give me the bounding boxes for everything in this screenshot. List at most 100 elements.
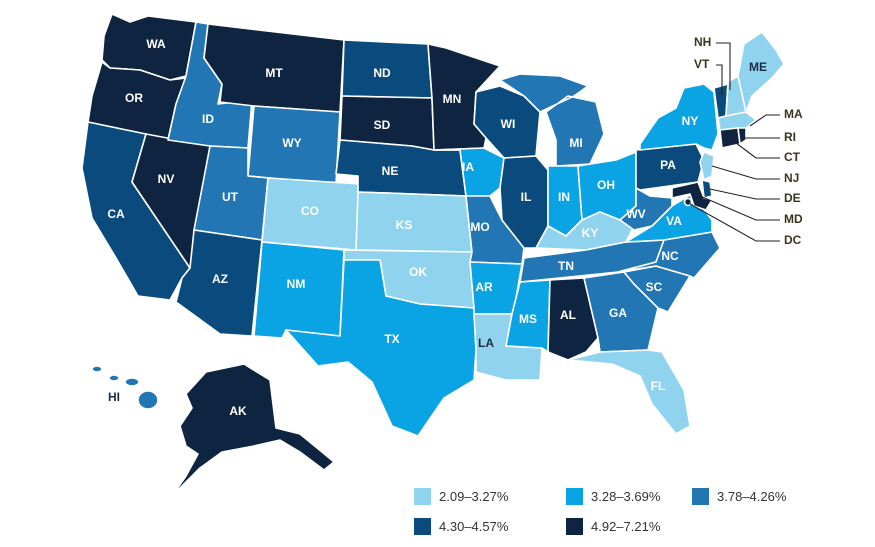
label-co: CO [301, 204, 319, 218]
state-md[interactable] [671, 181, 713, 211]
leader-vt [716, 64, 723, 95]
label-ga: GA [609, 306, 627, 320]
label-wv: WV [626, 207, 645, 221]
label-mo: MO [470, 220, 489, 234]
label-hi: HI [108, 390, 120, 404]
label-wa: WA [146, 37, 166, 51]
label-tx: TX [384, 332, 399, 346]
leader-nh [716, 42, 731, 90]
state-hi[interactable] [137, 390, 159, 410]
label-ak: AK [229, 404, 247, 418]
leader-de [709, 188, 780, 200]
hawaii-maui[interactable] [124, 377, 140, 387]
state-ia[interactable] [433, 147, 505, 197]
label-me: ME [749, 60, 767, 74]
state-ny[interactable] [639, 83, 719, 151]
callout-nh: NH [694, 35, 711, 49]
legend-item-1: 2.09–3.27% [414, 488, 508, 505]
legend-swatch-2 [566, 488, 583, 505]
label-ks: KS [396, 218, 413, 232]
state-de[interactable] [701, 179, 713, 199]
map-legend: 2.09–3.27% 3.28–3.69% 3.78–4.26% 4.30–4.… [414, 488, 854, 540]
label-ny: NY [682, 114, 699, 128]
label-al: AL [560, 308, 576, 322]
label-ok: OK [409, 265, 427, 279]
legend-label-5: 4.92–7.21% [591, 519, 661, 534]
state-mi[interactable] [499, 73, 605, 167]
hawaii-kauai[interactable] [91, 365, 103, 373]
leader-ma [749, 114, 780, 127]
state-dc[interactable] [683, 197, 693, 207]
callout-ma: MA [784, 107, 803, 121]
label-wy: WY [282, 136, 301, 150]
label-nc: NC [661, 249, 679, 263]
label-ky: KY [582, 226, 599, 240]
state-labels: WA OR CA NV ID MT WY UT AZ CO NM ND SD N… [107, 37, 767, 418]
label-pa: PA [660, 158, 676, 172]
state-nj[interactable] [699, 151, 715, 181]
state-mo[interactable] [465, 195, 525, 265]
legend-item-2: 3.28–3.69% [566, 488, 660, 505]
state-tx[interactable] [285, 259, 477, 437]
label-ia: IA [462, 160, 474, 174]
label-tn: TN [558, 259, 574, 273]
label-sc: SC [646, 280, 663, 294]
legend-label-1: 2.09–3.27% [439, 489, 509, 504]
label-az: AZ [212, 272, 228, 286]
callout-labels: NH VT MA RI CT NJ DE MD DC [694, 35, 803, 247]
legend-swatch-5 [566, 518, 583, 535]
label-oh: OH [597, 178, 615, 192]
label-fl: FL [651, 379, 666, 393]
label-mt: MT [265, 66, 283, 80]
label-mn: MN [443, 92, 462, 106]
state-ks[interactable] [355, 191, 473, 253]
label-nm: NM [287, 277, 306, 291]
legend-label-4: 4.30–4.57% [439, 519, 509, 534]
state-me[interactable] [737, 31, 785, 113]
state-fl[interactable] [567, 349, 691, 435]
label-ut: UT [222, 190, 239, 204]
state-ri[interactable] [737, 127, 747, 145]
callout-de: DE [784, 191, 801, 205]
legend-item-3: 3.78–4.26% [692, 488, 786, 505]
label-sd: SD [374, 118, 391, 132]
label-mi: MI [569, 136, 582, 150]
leader-nj [711, 165, 780, 180]
state-ak[interactable] [171, 363, 335, 497]
label-va: VA [666, 214, 682, 228]
leader-dc [689, 203, 780, 242]
callout-nj: NJ [784, 171, 799, 185]
legend-swatch-4 [414, 518, 431, 535]
label-nv: NV [158, 172, 175, 186]
label-il: IL [521, 190, 532, 204]
legend-item-4: 4.30–4.57% [414, 518, 508, 535]
legend-swatch-3 [692, 488, 709, 505]
label-wi: WI [501, 117, 516, 131]
callout-leaders [689, 42, 780, 242]
callout-md: MD [784, 212, 803, 226]
callout-ct: CT [784, 150, 801, 164]
label-nd: ND [373, 66, 391, 80]
label-ca: CA [107, 207, 125, 221]
callout-vt: VT [694, 57, 710, 71]
leader-ct [731, 139, 780, 159]
label-ms: MS [519, 312, 537, 326]
hawaii-oahu[interactable] [108, 374, 120, 382]
callout-dc: DC [784, 233, 802, 247]
label-ar: AR [475, 280, 493, 294]
callout-ri: RI [784, 130, 796, 144]
state-nc[interactable] [617, 231, 721, 279]
legend-swatch-1 [414, 488, 431, 505]
label-ne: NE [382, 164, 399, 178]
label-la: LA [478, 336, 494, 350]
label-id: ID [202, 112, 214, 126]
legend-label-3: 3.78–4.26% [717, 489, 787, 504]
state-hi-group [91, 365, 159, 410]
label-in: IN [558, 190, 570, 204]
legend-label-2: 3.28–3.69% [591, 489, 661, 504]
leader-md [699, 195, 780, 221]
label-or: OR [125, 91, 143, 105]
state-ct[interactable] [719, 127, 741, 149]
legend-item-5: 4.92–7.21% [566, 518, 660, 535]
